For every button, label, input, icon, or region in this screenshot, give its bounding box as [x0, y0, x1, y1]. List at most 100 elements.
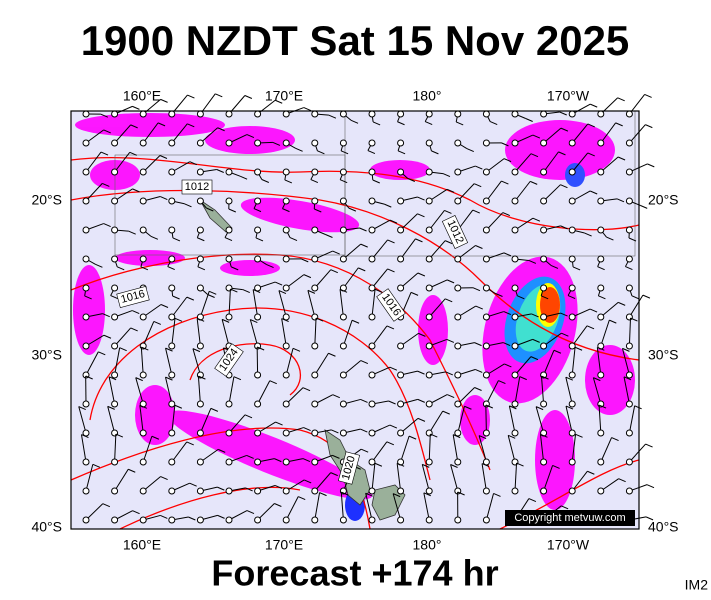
barb-flag: [560, 312, 568, 317]
barb-station: [568, 458, 576, 466]
barb-staff: [285, 348, 294, 376]
barb-flag: [255, 237, 264, 242]
latitude-label: 40°S: [31, 519, 62, 535]
barb-flag: [422, 463, 430, 468]
barb-flag: [274, 503, 282, 507]
barb-station: [311, 284, 319, 292]
latitude-label: 30°S: [648, 347, 679, 363]
barb-station: [139, 226, 147, 234]
barb-station: [397, 342, 405, 350]
barb-flag: [233, 376, 242, 381]
barb-flag: [616, 198, 625, 203]
barb-flag: [301, 258, 309, 263]
barb-flag: [550, 264, 559, 269]
isobar: [89, 307, 431, 481]
barb-station: [339, 226, 347, 234]
barb-flag: [396, 462, 405, 467]
label-box: [116, 285, 150, 309]
barb-flag: [302, 458, 311, 463]
barb-station: [111, 400, 119, 408]
barb-station: [597, 313, 605, 321]
barb-flag: [446, 394, 455, 399]
barb-staff: [428, 298, 446, 318]
barb-station: [625, 110, 633, 118]
barb-staff: [171, 296, 188, 318]
barb-staff: [314, 318, 317, 347]
barb-flag: [328, 352, 336, 357]
barb-station: [282, 255, 290, 263]
barb-flag: [130, 327, 138, 332]
barb-station: [368, 313, 376, 321]
barb-flag: [431, 150, 439, 155]
barb-station: [282, 197, 290, 205]
barb-staff: [371, 325, 388, 347]
barb-staff: [228, 376, 235, 405]
barb-flag: [85, 375, 93, 380]
barb-flag: [417, 196, 425, 201]
barb-flag: [559, 111, 567, 116]
barb-flag: [645, 443, 653, 448]
barb-station: [540, 197, 548, 205]
barb-station: [511, 429, 519, 437]
barb-station: [339, 139, 347, 147]
longitude-label: 180°: [413, 88, 442, 104]
barb-flag: [372, 179, 380, 184]
barb-flag: [275, 421, 283, 426]
barb-flag: [618, 478, 626, 483]
barb-station: [311, 110, 319, 118]
barb-flag: [250, 319, 258, 323]
barb-flag: [244, 95, 253, 99]
barb-station: [311, 458, 319, 466]
barb-flag: [160, 476, 168, 480]
barb-flag: [246, 134, 255, 139]
barb-station: [82, 516, 90, 524]
barb-flag: [387, 239, 395, 244]
barb-staff: [371, 239, 388, 260]
barb-station: [482, 342, 490, 350]
barb-flag: [244, 414, 253, 419]
barb-station: [368, 284, 376, 292]
barb-flag: [319, 492, 327, 497]
barb-flag: [278, 290, 287, 294]
barb-staff: [108, 376, 116, 405]
barb-station: [454, 400, 462, 408]
barb-staff: [142, 304, 162, 318]
barb-flag: [132, 310, 140, 315]
barb-flag: [410, 291, 419, 296]
barb-flag: [444, 240, 453, 245]
barb-staff: [343, 243, 362, 260]
barb-station: [311, 226, 319, 234]
barb-flag: [187, 94, 195, 99]
barb-flag: [645, 516, 654, 521]
barb-station: [597, 139, 605, 147]
barb-flag: [531, 313, 539, 318]
barb-station: [225, 139, 233, 147]
barb-flag: [560, 505, 569, 510]
barb-station: [311, 168, 319, 176]
barb-flag: [628, 237, 637, 242]
barb-flag: [246, 454, 254, 459]
barb-staff: [257, 503, 275, 521]
barb-station: [254, 139, 262, 147]
barb-flag: [151, 435, 160, 440]
barb-flag: [445, 298, 453, 303]
barb-staff: [621, 348, 630, 376]
barb-station: [311, 371, 319, 379]
barb-flag: [490, 121, 498, 126]
barb-flag: [230, 288, 238, 293]
barb-flag: [217, 486, 225, 491]
isobar-label: 1016: [116, 285, 150, 309]
barb-flag: [640, 204, 648, 209]
barb-flag: [530, 153, 539, 158]
barb-flag: [593, 377, 601, 382]
barb-staff: [514, 217, 534, 231]
barb-flag: [307, 289, 316, 294]
isobar-label: 1012: [181, 179, 213, 195]
barb-station: [425, 458, 433, 466]
barb-station: [196, 284, 204, 292]
barb-staff: [571, 347, 576, 376]
barb-flag: [315, 317, 324, 322]
barb-flag: [475, 369, 483, 373]
barb-flag: [128, 468, 136, 473]
